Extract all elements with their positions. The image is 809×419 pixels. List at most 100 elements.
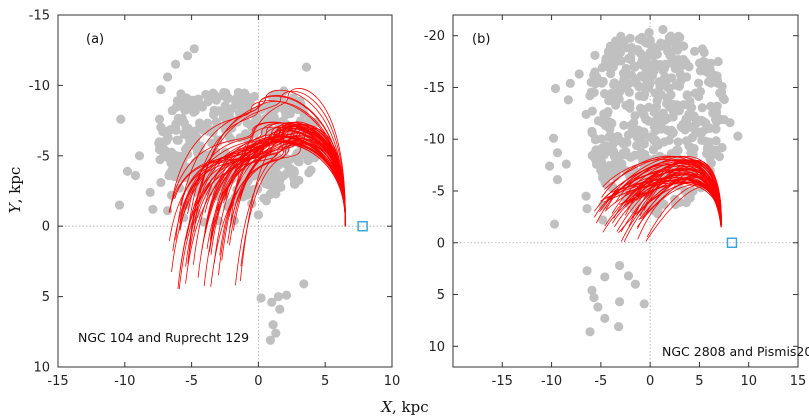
orbit-track (618, 182, 722, 234)
field-object (582, 266, 592, 276)
field-object (271, 328, 281, 338)
orbit-track (639, 163, 722, 228)
field-object (242, 118, 252, 128)
field-object (645, 47, 655, 57)
field-object (590, 50, 600, 60)
field-object (550, 83, 561, 94)
field-object (548, 133, 559, 143)
x-tick-label: 5 (321, 374, 329, 389)
field-object (565, 78, 575, 88)
field-object (304, 168, 314, 178)
field-object (563, 95, 573, 105)
field-object (210, 90, 220, 100)
field-object (156, 85, 166, 95)
field-object (641, 114, 651, 124)
field-object (203, 118, 213, 128)
field-object (666, 31, 676, 41)
field-object (249, 91, 260, 102)
field-object (181, 93, 191, 103)
field-object (625, 103, 635, 113)
field-object (303, 155, 313, 166)
field-object (190, 126, 200, 136)
x-tick-label: 5 (695, 374, 703, 389)
y-tick-label: 5 (437, 288, 445, 303)
field-object (699, 117, 709, 127)
field-object (590, 146, 601, 157)
y-tick-label: -15 (424, 81, 445, 96)
y-axis-title: Y, kpc (6, 167, 24, 214)
field-object (624, 79, 634, 89)
field-object (629, 204, 640, 215)
orbit-track (235, 127, 346, 286)
field-object (607, 183, 617, 193)
field-object (208, 128, 218, 138)
field-object (289, 167, 299, 177)
field-object (644, 82, 654, 93)
y-axis-unit: , kpc (6, 167, 24, 204)
panel-a-sun-marker (357, 220, 368, 232)
field-object (660, 115, 670, 125)
field-object (635, 126, 645, 137)
field-object (639, 299, 649, 309)
field-object (581, 191, 591, 201)
panel-b-y-ticks: -20 -15 -10 -5 0 5 10 (424, 29, 798, 355)
field-object (167, 105, 177, 116)
panel-a-y-ticks: -15 -10 -5 0 5 10 (29, 9, 392, 376)
field-object (706, 101, 716, 111)
x-tick-label: -5 (185, 374, 198, 389)
field-object (224, 110, 234, 120)
y-tick-label: 0 (42, 220, 50, 235)
field-object (240, 129, 251, 139)
field-object (613, 87, 624, 97)
field-object (687, 132, 697, 143)
y-tick-label: 0 (437, 236, 445, 251)
field-object (644, 27, 654, 38)
field-object (268, 320, 278, 330)
field-object (600, 120, 611, 131)
field-object (670, 194, 680, 204)
field-object (182, 51, 193, 61)
field-object (203, 97, 213, 107)
orbit-track (230, 88, 346, 227)
field-object (585, 327, 595, 337)
orbit-track (623, 177, 722, 243)
field-object (632, 140, 642, 151)
field-object (593, 302, 603, 312)
field-object (641, 38, 651, 48)
field-object (681, 114, 691, 124)
field-object (165, 168, 175, 178)
field-object (621, 63, 631, 74)
field-object (621, 137, 631, 147)
field-object (220, 101, 230, 111)
field-object (659, 76, 670, 86)
orbit-track (193, 95, 346, 232)
field-object (166, 147, 177, 157)
field-object (180, 128, 190, 138)
x-tick-label: 15 (790, 374, 807, 389)
field-object (238, 101, 248, 111)
field-object (639, 139, 649, 149)
field-object (600, 178, 610, 188)
field-object (700, 57, 711, 68)
y-tick-label: -5 (37, 149, 50, 164)
panel-a-label: (a) (86, 32, 104, 47)
orbit-track (229, 142, 346, 229)
field-object (599, 109, 609, 119)
field-object (705, 65, 715, 75)
field-object (671, 42, 682, 52)
field-object (695, 86, 706, 97)
field-object (686, 103, 697, 113)
field-object (708, 108, 718, 118)
field-object (699, 47, 709, 58)
orbit-track (201, 136, 346, 251)
panel-a-x-ticks: -15 -10 -5 0 5 10 (47, 15, 400, 389)
orbit-track (221, 126, 346, 261)
field-object (161, 135, 171, 145)
y-tick-label: -10 (424, 133, 445, 148)
panel-b-label: (b) (472, 32, 490, 47)
field-object (170, 59, 181, 69)
field-object (606, 69, 616, 79)
y-tick-label: -5 (432, 185, 445, 200)
field-object (259, 193, 269, 203)
